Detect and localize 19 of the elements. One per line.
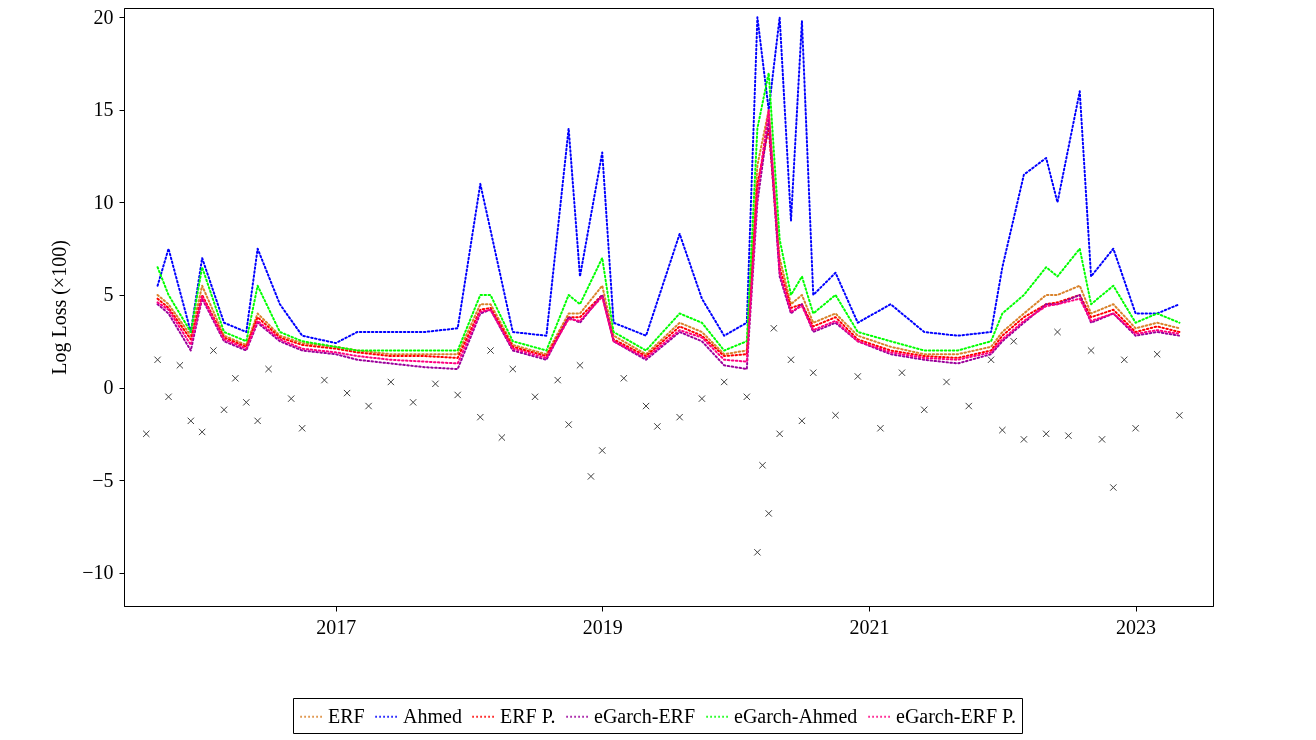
x-tick-label: 2017 xyxy=(316,615,357,638)
y-tick-label: 15 xyxy=(93,98,114,121)
x-tick-label: 2021 xyxy=(849,615,890,638)
y-tick-label: 0 xyxy=(103,376,114,399)
y-tick-label: 20 xyxy=(93,5,114,28)
x-tick-label: 2023 xyxy=(1116,615,1157,638)
y-tick-label: 10 xyxy=(93,190,114,213)
legend-label: Ahmed xyxy=(403,704,462,727)
y-tick-label: −10 xyxy=(82,561,114,584)
y-tick-label: 5 xyxy=(103,283,114,306)
line-series xyxy=(156,16,1181,345)
legend-label: eGarch-Ahmed xyxy=(734,704,858,727)
legend-label: eGarch-ERF xyxy=(594,704,696,727)
y-axis-title: Log Loss (×100) xyxy=(48,240,72,375)
x-tick-label: 2019 xyxy=(582,615,623,638)
legend-label: eGarch-ERF P. xyxy=(896,704,1016,727)
y-tick-label: −5 xyxy=(92,468,114,491)
legend-label: ERF P. xyxy=(500,704,556,727)
legend-label: ERF xyxy=(328,704,365,727)
